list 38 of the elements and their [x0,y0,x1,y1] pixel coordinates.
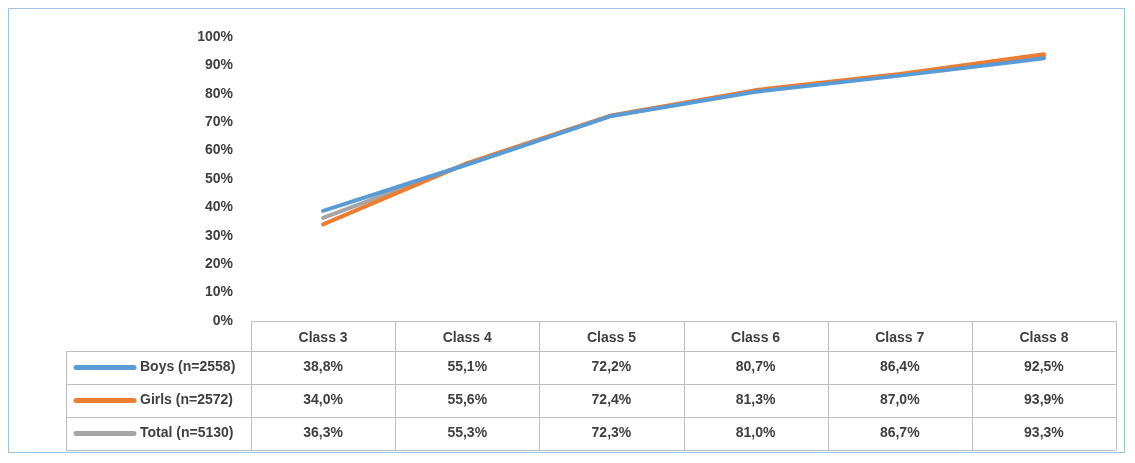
data-label: 72,3% [591,424,632,441]
data-label: 81,3% [735,391,776,408]
y-tick-label: 80% [204,84,234,101]
data-label: 87,0% [879,391,921,408]
data-label: 86,4% [879,358,921,375]
x-tick-label: Class 7 [875,329,925,346]
data-label: 93,3% [1024,424,1065,441]
legend-label: Girls (n=2572) [140,391,233,408]
legend-label: Boys (n=2558) [140,358,236,375]
y-tick-label: 20% [204,255,234,272]
y-tick-label: 50% [204,169,234,186]
legend-label: Total (n=5130) [140,424,234,441]
x-tick-label: Class 6 [731,329,781,346]
y-tick-label: 40% [204,198,234,215]
data-label: 55,3% [447,424,488,441]
data-label: 81,0% [735,424,776,441]
data-label: 55,6% [447,391,488,408]
data-label: 36,3% [303,424,344,441]
y-tick-label: 70% [204,113,234,130]
x-tick-label: Class 8 [1019,329,1069,346]
data-label: 80,7% [735,358,776,375]
y-tick-label: 100% [197,27,234,44]
data-label: 92,5% [1024,358,1065,375]
data-label: 38,8% [303,358,344,375]
data-label: 72,2% [591,358,632,375]
x-tick-label: Class 5 [586,329,637,346]
y-tick-label: 10% [204,283,234,300]
data-label: 34,0% [303,391,344,408]
data-label: 86,7% [879,424,921,441]
x-tick-label: Class 3 [298,329,348,346]
data-label: 55,1% [447,358,488,375]
data-label: 72,4% [591,391,632,408]
y-tick-label: 0% [212,311,234,328]
x-tick-label: Class 4 [442,329,492,346]
data-label: 93,9% [1024,391,1065,408]
y-tick-label: 30% [204,226,234,243]
y-tick-label: 60% [204,141,234,158]
y-tick-label: 90% [204,56,234,73]
